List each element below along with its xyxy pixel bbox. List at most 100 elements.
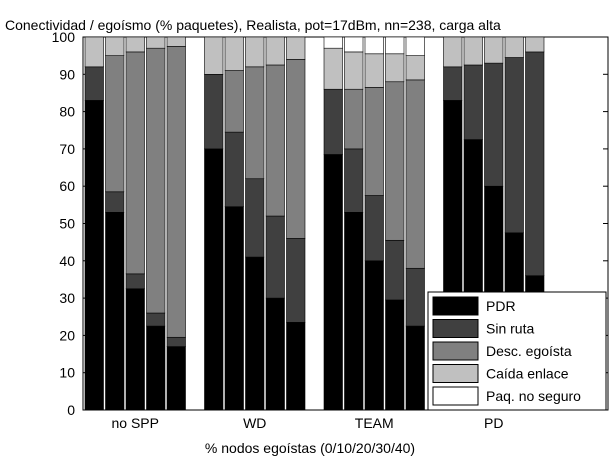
- bar-segment: [324, 89, 343, 154]
- bar-segment: [365, 261, 384, 410]
- y-tick-label: 40: [59, 253, 75, 269]
- bar-segment: [386, 82, 405, 241]
- bar-segment: [324, 154, 343, 410]
- bar-segment: [287, 238, 306, 322]
- bar-segment: [147, 326, 166, 410]
- bar-segment: [225, 71, 244, 133]
- x-tick-label: TEAM: [355, 415, 394, 431]
- bar-segment: [246, 37, 265, 67]
- bar-segment: [205, 37, 224, 74]
- bar-segment: [147, 313, 166, 326]
- bar-segment: [287, 322, 306, 410]
- bar-segment: [126, 289, 145, 410]
- bar-segment: [126, 37, 145, 52]
- y-tick-label: 90: [59, 66, 75, 82]
- legend-label: Desc. egoísta: [486, 343, 572, 359]
- bar-segment: [85, 67, 104, 101]
- bar-segment: [406, 37, 425, 56]
- y-tick-label: 80: [59, 104, 75, 120]
- bar-segment: [406, 326, 425, 410]
- legend-label: Sin ruta: [486, 321, 534, 337]
- bar-segment: [505, 58, 524, 233]
- legend-swatch: [433, 320, 478, 338]
- bar-segment: [386, 300, 405, 410]
- legend-swatch: [433, 365, 478, 383]
- bar-segment: [266, 37, 285, 65]
- y-tick-label: 60: [59, 178, 75, 194]
- bar-segment: [386, 54, 405, 82]
- bar-segment: [365, 54, 384, 88]
- bar-segment: [365, 87, 384, 195]
- bar-segment: [345, 52, 364, 89]
- y-tick-label: 30: [59, 290, 75, 306]
- legend-swatch: [433, 297, 478, 315]
- bar-segment: [106, 37, 125, 56]
- legend-label: PDR: [486, 298, 516, 314]
- bar-segment: [464, 37, 483, 65]
- bar-segment: [225, 132, 244, 207]
- bar-segment: [406, 56, 425, 80]
- bar-segment: [485, 37, 504, 63]
- chart-title: Conectividad / egoísmo (% paquetes), Rea…: [5, 17, 501, 33]
- bar-segment: [205, 149, 224, 410]
- bar-segment: [345, 37, 364, 52]
- bar-segment: [526, 37, 545, 52]
- bar-segment: [106, 56, 125, 192]
- bar-segment: [345, 212, 364, 410]
- x-tick-label: PD: [484, 415, 503, 431]
- legend-swatch: [433, 387, 478, 405]
- bar-segment: [126, 52, 145, 274]
- bar-segment: [205, 74, 224, 149]
- bar-segment: [225, 37, 244, 71]
- legend-label: Caída enlace: [486, 366, 569, 382]
- y-tick-label: 0: [67, 402, 75, 418]
- bar-segment: [246, 179, 265, 257]
- bar-segment: [266, 65, 285, 216]
- bar-segment: [386, 240, 405, 300]
- y-tick-label: 10: [59, 365, 75, 381]
- bar-segment: [365, 196, 384, 261]
- bar-segment: [225, 207, 244, 410]
- legend-label: Paq. no seguro: [486, 388, 581, 404]
- bar-segment: [147, 37, 166, 48]
- bar-segment: [287, 59, 306, 238]
- bar-segment: [106, 212, 125, 410]
- bar-segment: [287, 37, 306, 59]
- y-tick-label: 70: [59, 141, 75, 157]
- bar-segment: [406, 80, 425, 268]
- bar-segment: [505, 37, 524, 58]
- bar-segment: [324, 37, 343, 48]
- y-tick-label: 100: [52, 29, 76, 45]
- bar-segment: [345, 89, 364, 149]
- bar-segment: [167, 37, 186, 46]
- bar-segment: [167, 347, 186, 410]
- x-axis-label: % nodos egoístas (0/10/20/30/40): [205, 440, 415, 456]
- bar-segment: [406, 268, 425, 326]
- y-tick-label: 50: [59, 216, 75, 232]
- bar-segment: [266, 298, 285, 410]
- legend: PDR Sin ruta Desc. egoísta Caída enlace Paq.…: [428, 292, 606, 410]
- bar-segment: [246, 67, 265, 179]
- bar-segment: [106, 192, 125, 213]
- bar-segment: [167, 46, 186, 337]
- bar-segment: [444, 67, 463, 101]
- legend-swatch: [433, 342, 478, 360]
- y-tick-label: 20: [59, 327, 75, 343]
- bar-segment: [365, 37, 384, 54]
- bar-segment: [485, 63, 504, 186]
- bar-segment: [444, 37, 463, 67]
- bar-segment: [85, 100, 104, 410]
- bar-segment: [345, 149, 364, 212]
- bar-segment: [147, 48, 166, 313]
- bar-segment: [266, 216, 285, 298]
- bar-segment: [526, 52, 545, 276]
- bar-segment: [126, 274, 145, 289]
- bar-segment: [85, 37, 104, 67]
- bar-segment: [464, 65, 483, 140]
- bar-segment: [167, 337, 186, 346]
- x-tick-label: no SPP: [112, 415, 159, 431]
- bar-segment: [324, 48, 343, 89]
- bar-segment: [386, 37, 405, 54]
